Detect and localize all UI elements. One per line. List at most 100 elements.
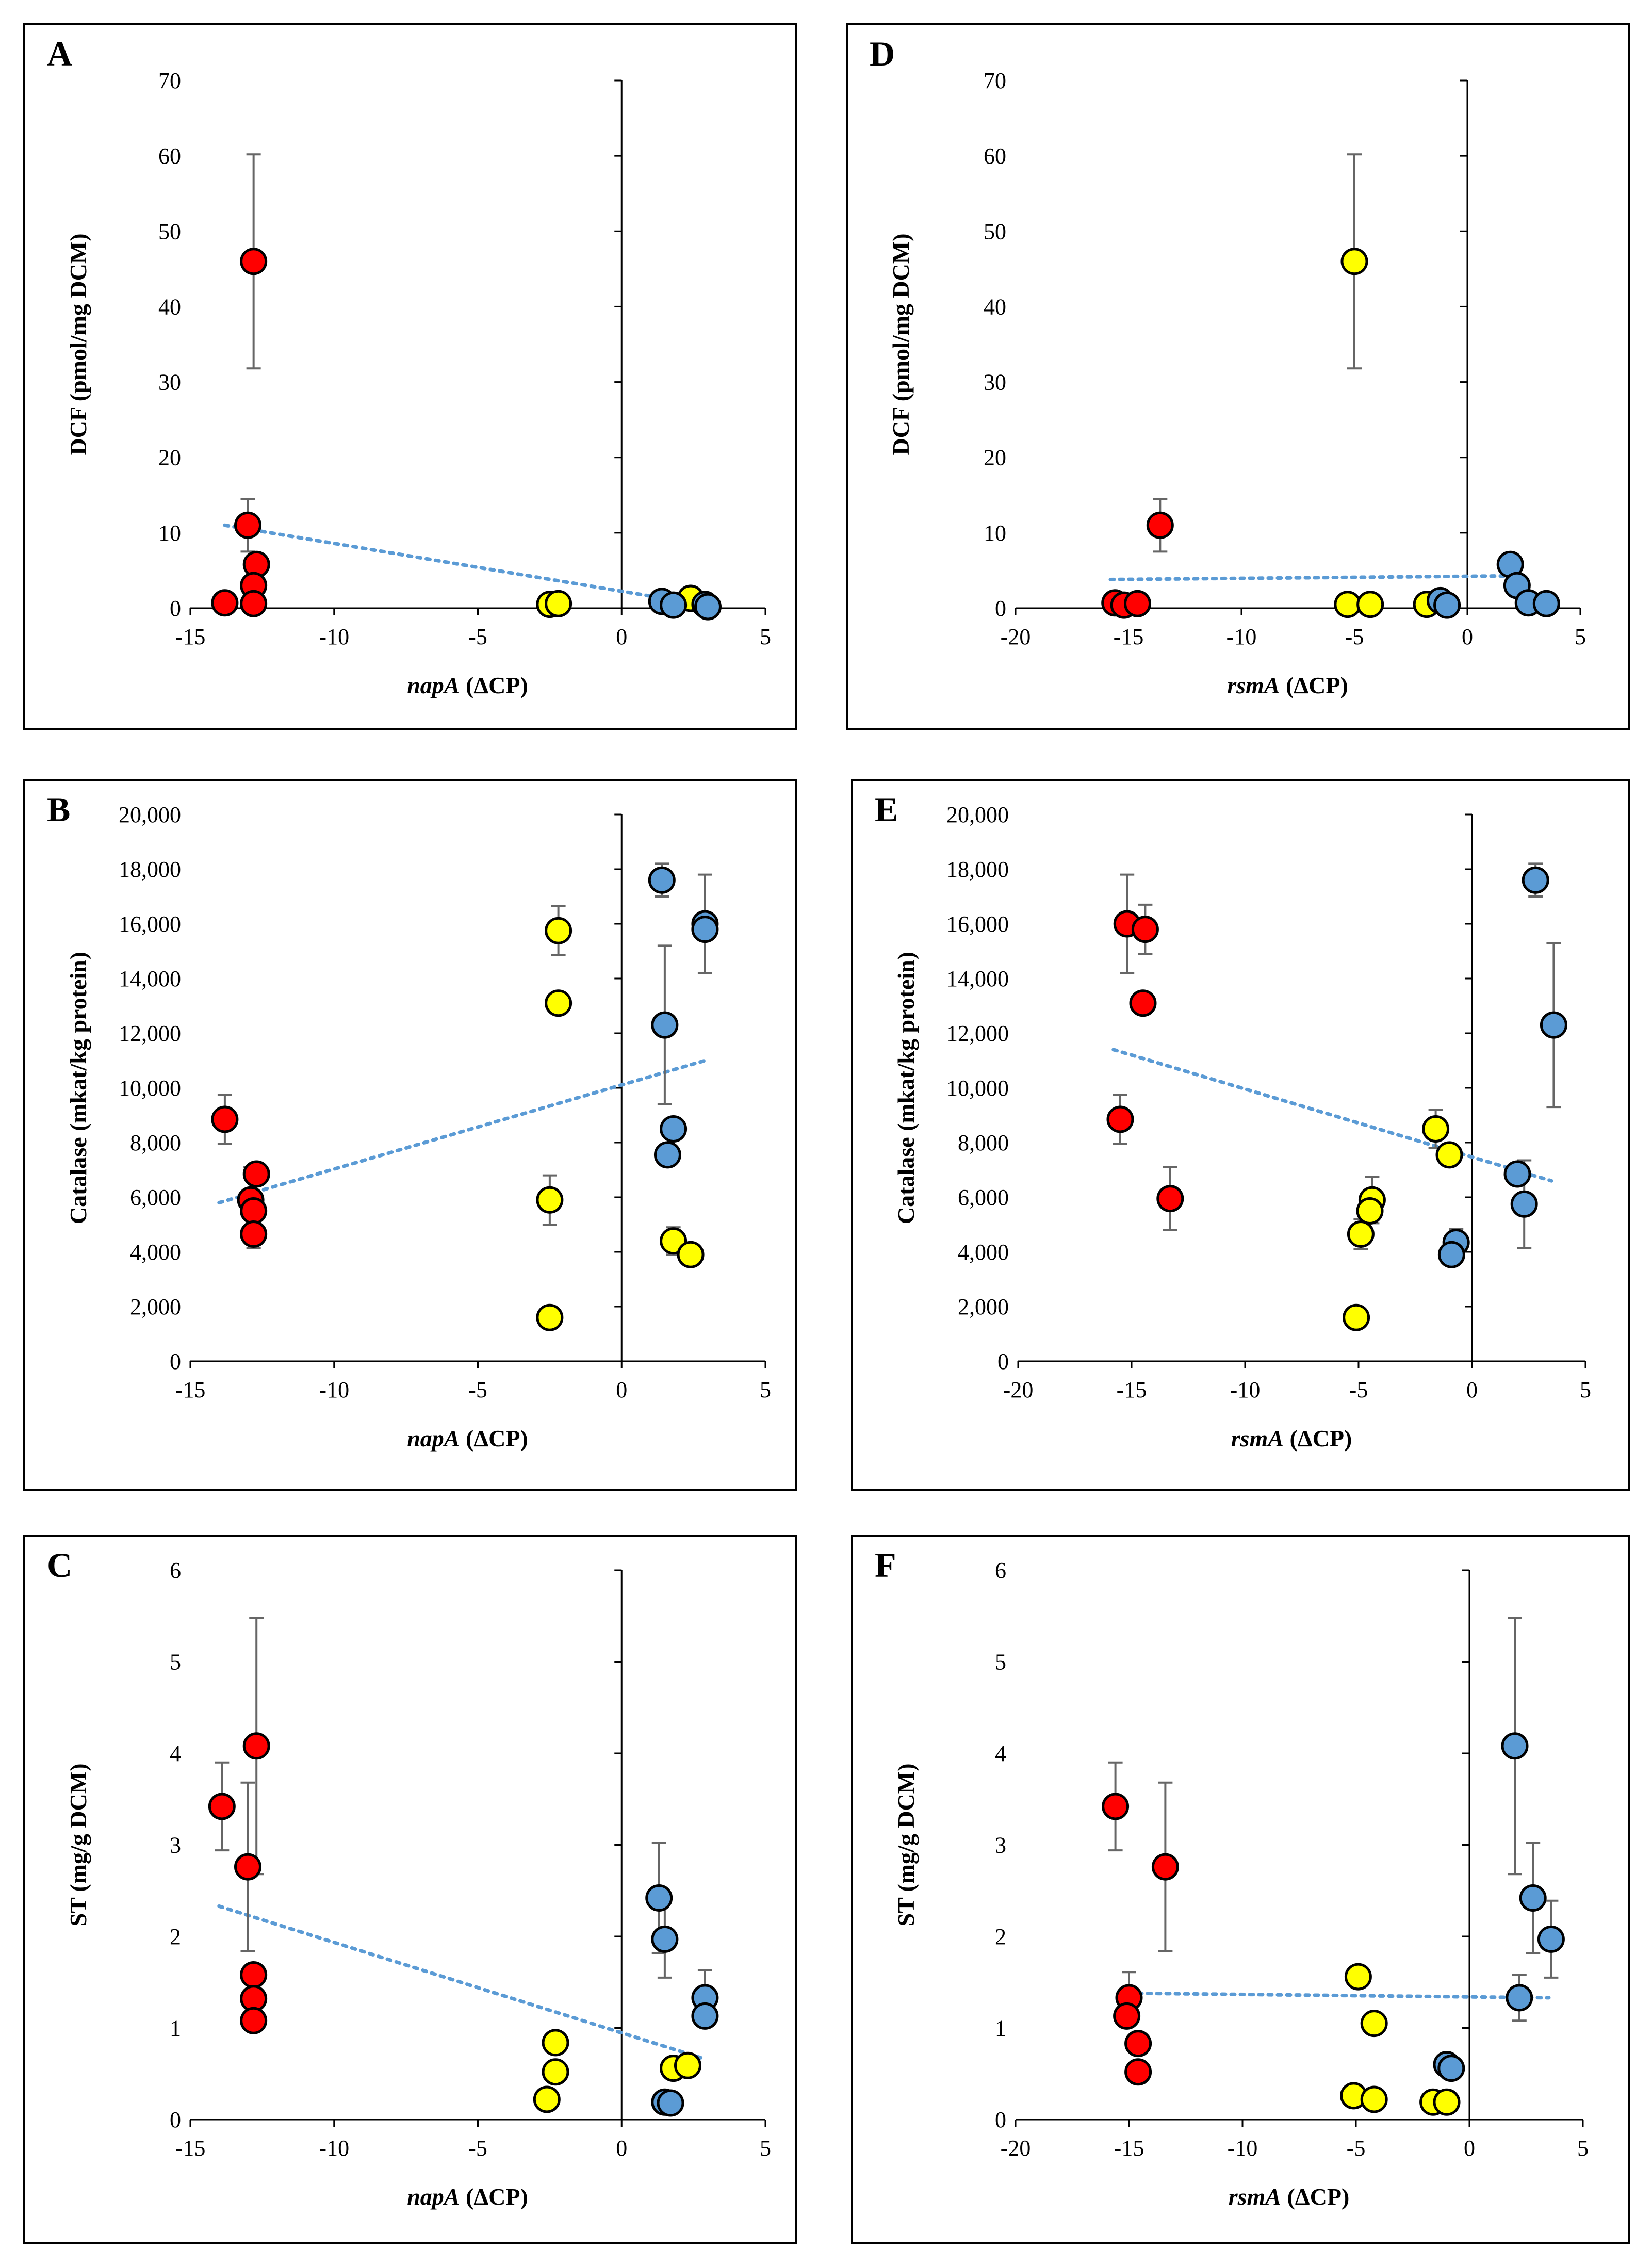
axes: 0 2,000 4,000 6,000 8,000 10,000 12,000 14,000 1… (946, 802, 1591, 1403)
data-point-yellow (677, 1241, 705, 1268)
data-point-yellow (1334, 591, 1362, 618)
y-tick-label: 20,000 (119, 802, 181, 827)
data-point-red (240, 1961, 268, 1989)
x-tick-label: -5 (468, 1377, 487, 1403)
y-tick-label: 50 (158, 219, 181, 244)
x-tick-label: 5 (760, 624, 771, 649)
y-axis-title: ST (mg/g DCM) (893, 1763, 919, 1926)
series-blue (1437, 866, 1567, 1268)
y-tick-label: 2,000 (130, 1294, 181, 1319)
y-tick-label: 2,000 (958, 1294, 1009, 1319)
x-tick-label: 0 (1464, 2136, 1475, 2161)
data-point-blue (657, 2089, 684, 2117)
x-tick-label: 0 (616, 1377, 627, 1403)
data-point-yellow (1356, 591, 1384, 618)
y-tick-label: 6 (995, 1558, 1006, 1583)
y-axis-title: Catalase (mkat/kg protein) (893, 952, 919, 1224)
x-tick-label: -20 (1003, 1377, 1034, 1403)
trendline (217, 1058, 707, 1205)
panel-e: E 0 2,000 4,000 6,000 8,000 10,000 12,000 14,00… (851, 779, 1630, 1491)
x-axis-title-gene: rsmA (1227, 672, 1280, 698)
y-tick-label: 4 (170, 1741, 181, 1766)
y-tick-label: 30 (984, 370, 1006, 395)
series-yellow (1334, 248, 1441, 618)
x-axis-title-unit: (ΔCP) (460, 1425, 528, 1452)
x-axis-title-unit: (ΔCP) (1281, 2183, 1349, 2210)
data-point-red (242, 1160, 270, 1188)
x-tick-label: -15 (1117, 1377, 1147, 1403)
data-point-blue (1433, 591, 1461, 619)
y-tick-label: 0 (995, 2107, 1006, 2132)
y-tick-label: 2 (995, 1924, 1006, 1949)
data-point-yellow (1344, 1963, 1372, 1991)
x-tick-label: -5 (468, 2136, 487, 2161)
x-tick-label: -15 (1114, 624, 1144, 649)
x-axis-title: rsmA (ΔCP) (1229, 2183, 1350, 2210)
data-point-blue (1506, 1984, 1533, 2012)
x-tick-label: 0 (1466, 1377, 1478, 1403)
data-point-blue (645, 1884, 673, 1912)
y-tick-label: 60 (984, 143, 1006, 169)
y-tick-label: 50 (984, 219, 1006, 244)
y-tick-label: 14,000 (946, 966, 1009, 991)
series-blue (1433, 1732, 1565, 2082)
data-point-yellow (1433, 2088, 1461, 2116)
panel-f: F 0 1 2 3 4 5 6 -20 -15 -10 -5 0 5 ST (mg/g DCM) rsmA … (851, 1535, 1630, 2244)
data-point-blue (694, 593, 722, 621)
x-tick-label: -10 (319, 1377, 349, 1403)
data-point-red (1124, 2058, 1152, 2086)
data-point-yellow (674, 2051, 701, 2079)
series-blue (645, 1884, 719, 2117)
x-tick-label: 5 (760, 2136, 771, 2161)
series-yellow (536, 917, 705, 1331)
y-tick-label: 70 (984, 68, 1006, 93)
y-axis-title: DCF (pmol/mg DCM) (888, 233, 914, 455)
data-point-yellow (536, 1303, 564, 1331)
data-point-blue (1437, 1241, 1465, 1268)
trendline (1127, 1991, 1551, 2000)
x-tick-label: -15 (175, 2136, 206, 2161)
data-point-red (1124, 590, 1152, 617)
y-tick-label: 12,000 (946, 1021, 1009, 1046)
y-tick-label: 3 (170, 1833, 181, 1858)
series-yellow (1340, 1963, 1461, 2116)
data-point-red (240, 248, 268, 275)
data-point-red (242, 1732, 270, 1760)
y-tick-label: 0 (995, 596, 1006, 621)
x-tick-label: -15 (175, 1377, 206, 1403)
data-point-blue (691, 2002, 719, 2030)
scatter-chart-c: 0 1 2 3 4 5 6 -15 -10 -5 0 5 ST (mg/g DCM) napA (ΔCP) (65, 1558, 771, 2210)
x-axis-title-gene: rsmA (1229, 2183, 1281, 2210)
data-point-red (1102, 1793, 1130, 1820)
y-tick-label: 60 (158, 143, 181, 169)
series-red (211, 248, 270, 617)
data-point-red (1151, 1853, 1179, 1881)
x-tick-label: 5 (1580, 1377, 1591, 1403)
data-point-yellow (542, 2058, 569, 2086)
x-tick-label: 5 (760, 1377, 771, 1403)
x-tick-label: 0 (1462, 624, 1473, 649)
y-tick-label: 10,000 (119, 1076, 181, 1101)
data-point-red (1131, 916, 1159, 943)
data-point-red (240, 1220, 268, 1248)
x-tick-label: -5 (1345, 624, 1364, 649)
error-bars (217, 862, 712, 1256)
data-point-yellow (1356, 1197, 1384, 1225)
axes: 0 10 20 30 40 50 60 70 -15 -10 -5 0 5 (158, 68, 771, 649)
x-axis-title-gene: napA (407, 1425, 460, 1452)
data-point-yellow (1360, 2085, 1388, 2113)
data-point-red (1124, 2030, 1152, 2058)
error-bars (215, 1617, 712, 2027)
y-tick-label: 8,000 (958, 1130, 1009, 1155)
data-point-blue (1510, 1190, 1538, 1218)
series-red (1101, 511, 1174, 619)
data-point-yellow (533, 2085, 561, 2113)
y-tick-label: 0 (170, 2107, 181, 2132)
scatter-chart-f: 0 1 2 3 4 5 6 -20 -15 -10 -5 0 5 ST (mg/g DCM) rsmA (Δ… (893, 1558, 1589, 2210)
x-tick-label: -20 (1001, 2136, 1031, 2161)
series-blue (648, 866, 719, 1169)
data-point-yellow (1360, 2010, 1388, 2038)
data-point-yellow (1435, 1141, 1463, 1169)
scatter-chart-d: 0 10 20 30 40 50 60 70 -20 -15 -10 -5 0 5 DCF (pmol/mg… (888, 68, 1586, 698)
x-tick-label: 5 (1577, 2136, 1589, 2161)
